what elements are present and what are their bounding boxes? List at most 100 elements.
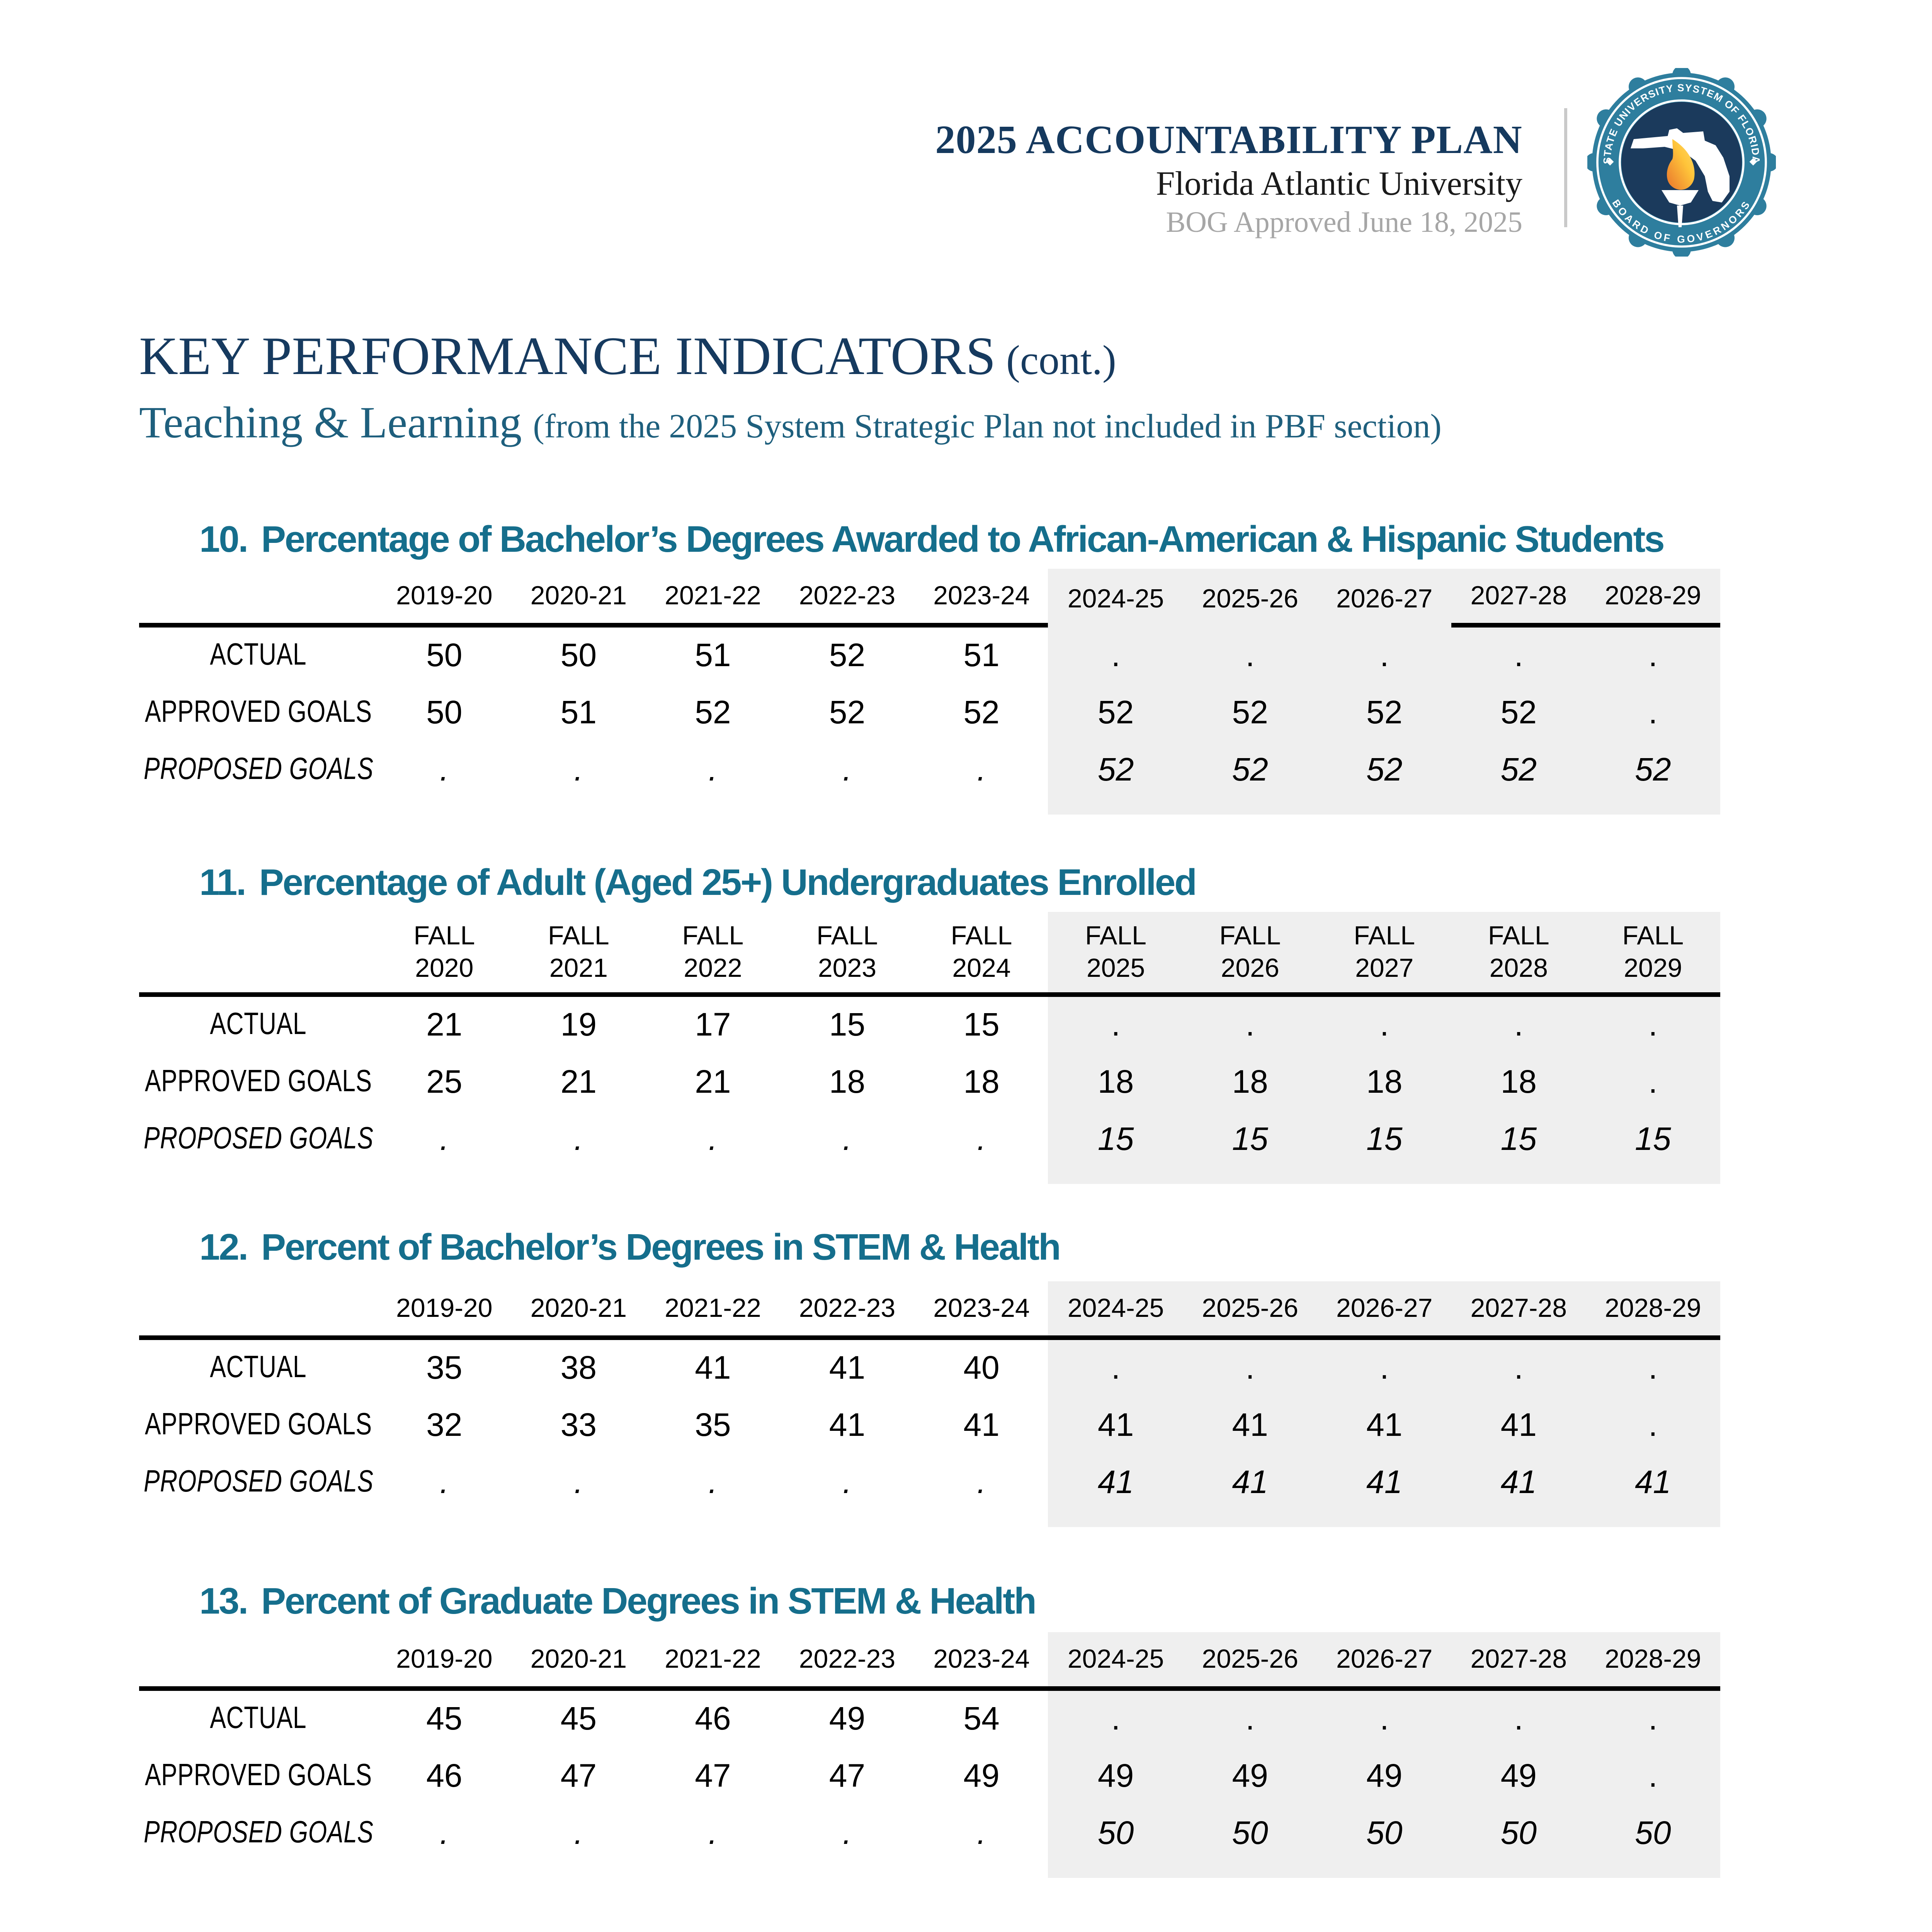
value-cell: . xyxy=(1048,997,1183,1054)
value-text: . xyxy=(842,1815,852,1851)
year-header-cell: 2023-24 xyxy=(914,1281,1049,1340)
torch-flame-icon xyxy=(1667,139,1695,190)
spacer-cell xyxy=(139,1862,377,1878)
value-cell: . xyxy=(914,742,1049,799)
year-header-line1: FALL xyxy=(548,921,609,951)
value-text: . xyxy=(440,1464,449,1500)
value-cell: 15 xyxy=(1451,1111,1586,1168)
subsection-heading-note: (from the 2025 System Strategic Plan not… xyxy=(533,406,1442,445)
value-cell: 15 xyxy=(1586,1111,1720,1168)
value-text: . xyxy=(977,752,986,787)
value-cell: . xyxy=(914,1454,1049,1512)
value-cell: . xyxy=(780,1111,915,1168)
value-cell: . xyxy=(1048,628,1183,685)
table-title: 11. Percentage of Adult (Aged 25+) Underg… xyxy=(199,863,1197,904)
year-header-cell: FALL 2025 xyxy=(1048,912,1183,997)
value-text: . xyxy=(708,1464,718,1500)
value-text: . xyxy=(574,1121,583,1157)
value-cell: 21 xyxy=(377,997,512,1054)
spacer-cell xyxy=(377,1512,512,1527)
year-header-cell: 2019-20 xyxy=(377,1632,512,1691)
value-text: 51 xyxy=(963,638,1000,673)
value-cell: 15 xyxy=(1317,1111,1452,1168)
spacer-cell xyxy=(1586,1168,1720,1184)
value-text: 21 xyxy=(560,1064,597,1100)
value-cell: 52 xyxy=(646,685,780,742)
value-cell: . xyxy=(377,742,512,799)
value-text: 50 xyxy=(1500,1815,1537,1851)
value-cell: 49 xyxy=(1317,1748,1452,1805)
spacer-cell xyxy=(1451,799,1586,815)
value-text: 41 xyxy=(963,1407,1000,1443)
year-header-line1: 2021-22 xyxy=(665,581,761,611)
value-text: . xyxy=(842,752,852,787)
year-header-line1: 2019-20 xyxy=(396,581,493,611)
value-cell: 18 xyxy=(1317,1054,1452,1111)
value-text: 50 xyxy=(1232,1815,1268,1851)
florida-map-icon xyxy=(1631,128,1730,202)
value-cell: . xyxy=(1048,1340,1183,1397)
value-text: . xyxy=(1380,1350,1389,1386)
value-text: 52 xyxy=(829,638,866,673)
year-header-cell: 2022-23 xyxy=(780,1632,915,1691)
table-title-number: 13. xyxy=(199,1581,248,1623)
value-text: . xyxy=(574,1815,583,1851)
value-cell: 49 xyxy=(1451,1748,1586,1805)
value-cell: . xyxy=(1451,997,1586,1054)
value-text: . xyxy=(708,1815,718,1851)
year-header-line1: FALL xyxy=(1085,921,1146,951)
value-text: 41 xyxy=(1097,1407,1134,1443)
value-text: 47 xyxy=(695,1758,731,1794)
value-text: 41 xyxy=(1635,1464,1671,1500)
row-label-cell: APPROVED GOALS xyxy=(139,1748,377,1805)
value-cell: 50 xyxy=(512,628,646,685)
value-cell: . xyxy=(1317,628,1452,685)
year-header-line1: 2022-23 xyxy=(799,1645,896,1674)
value-text: 46 xyxy=(426,1758,463,1794)
value-text: 49 xyxy=(1232,1758,1268,1794)
spacer-cell xyxy=(139,1512,377,1527)
spacer-cell xyxy=(512,1168,646,1184)
value-cell: 41 xyxy=(1048,1397,1183,1454)
value-text: . xyxy=(1380,638,1389,673)
value-cell: 41 xyxy=(914,1397,1049,1454)
value-cell: 50 xyxy=(1586,1805,1720,1862)
value-text: 15 xyxy=(1366,1121,1403,1157)
value-cell: 41 xyxy=(780,1397,915,1454)
value-text: 51 xyxy=(560,695,597,730)
seal-outer-ring xyxy=(1596,77,1767,248)
value-text: . xyxy=(1111,638,1121,673)
value-cell: 18 xyxy=(914,1054,1049,1111)
year-header-line1: 2020-21 xyxy=(530,1645,627,1674)
value-cell: 51 xyxy=(512,685,646,742)
year-header-line1: FALL xyxy=(682,921,744,951)
value-text: 45 xyxy=(426,1701,463,1736)
value-text: 52 xyxy=(1232,695,1268,730)
value-cell: 50 xyxy=(377,685,512,742)
value-text: . xyxy=(977,1815,986,1851)
value-cell: 17 xyxy=(646,997,780,1054)
year-header-line1: 2027-28 xyxy=(1470,1645,1567,1674)
value-cell: 50 xyxy=(1317,1805,1452,1862)
row-label-cell: PROPOSED GOALS xyxy=(139,742,377,799)
value-text: . xyxy=(708,1121,718,1157)
value-text: 52 xyxy=(1366,695,1403,730)
value-text: 41 xyxy=(1097,1464,1134,1500)
spacer-cell xyxy=(1183,1512,1317,1527)
value-cell: 45 xyxy=(512,1691,646,1748)
value-text: 15 xyxy=(1097,1121,1134,1157)
header-empty-cell xyxy=(139,912,377,997)
year-header-cell: 2028-29 xyxy=(1586,1632,1720,1691)
year-header-line1: 2025-26 xyxy=(1202,1294,1298,1323)
row-label: PROPOSED GOALS xyxy=(143,1122,373,1156)
value-cell: 35 xyxy=(377,1340,512,1397)
value-text: . xyxy=(440,1815,449,1851)
value-cell: . xyxy=(646,1454,780,1512)
value-cell: 52 xyxy=(1317,742,1452,799)
subsection-heading: Teaching & Learning (from the 2025 Syste… xyxy=(139,396,1442,454)
value-text: . xyxy=(440,1121,449,1157)
row-label: APPROVED GOALS xyxy=(145,1759,372,1793)
value-text: 54 xyxy=(963,1701,1000,1736)
year-header-line1: FALL xyxy=(1354,921,1415,951)
year-header-cell: 2026-27 xyxy=(1317,1281,1452,1340)
